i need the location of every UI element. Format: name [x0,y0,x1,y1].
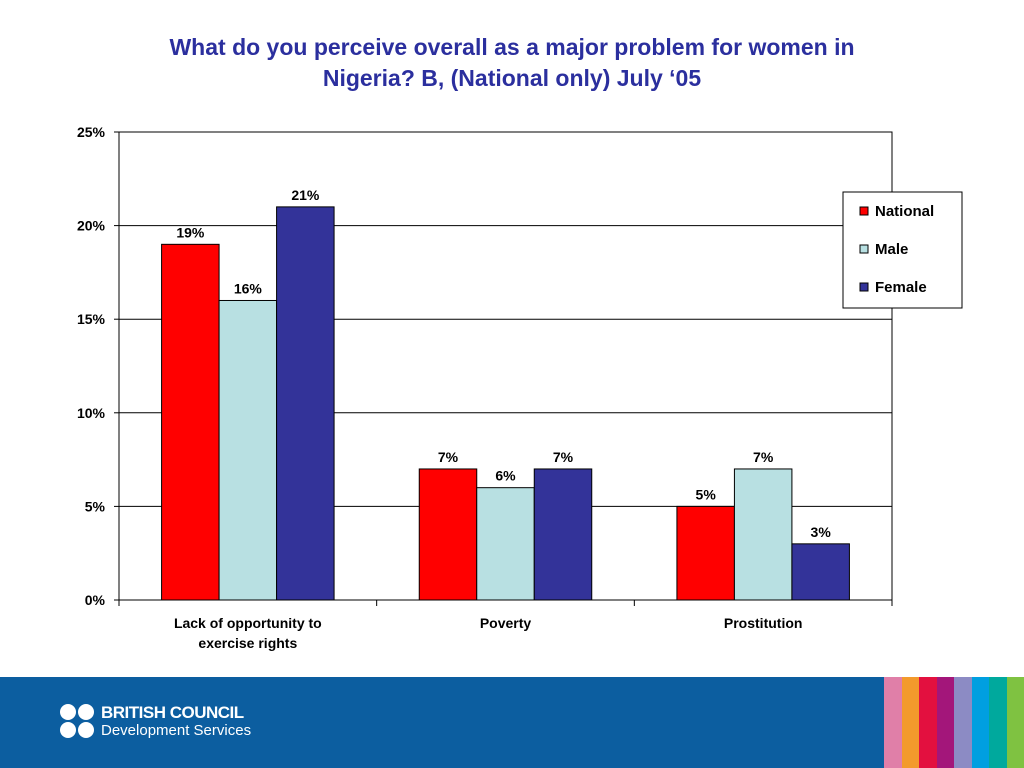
color-stripe [971,677,989,768]
data-label: 21% [291,187,320,203]
bar [476,487,535,601]
bar-chart: 0% 5% 10% 15% 20% 25% 19% 16% 21% Lack of opportu… [77,124,963,651]
data-label: 7% [553,449,574,465]
data-label: 5% [696,486,717,502]
data-label: 3% [811,524,832,540]
data-label: 16% [234,280,263,296]
x-tick-label: Poverty [480,615,532,631]
data-label: 7% [753,449,774,465]
slide-title: What do you perceive overall as a major … [60,32,964,94]
legend-label: Female [875,279,927,296]
color-stripe [884,677,902,768]
y-tick-label: 0% [85,592,106,608]
bar [791,543,850,601]
bar [218,299,278,601]
british-council-logo-icon [60,704,96,740]
data-label: 19% [176,224,205,240]
x-tick-label: Lack of opportunity to [174,615,322,631]
legend-label: National [875,203,934,220]
y-tick-label: 10% [77,405,106,421]
org-subtitle: Development Services [101,722,252,739]
bar [161,243,220,601]
legend-swatch [859,206,869,216]
color-stripe [989,677,1007,768]
color-stripe [919,677,937,768]
y-tick-label: 5% [85,498,106,514]
data-label: 6% [495,468,516,484]
y-tick-label: 20% [77,218,106,234]
color-stripe [954,677,972,768]
color-stripe [1006,677,1024,768]
color-stripe [901,677,919,768]
legend-swatch [859,244,869,254]
bar [276,206,335,601]
bar [418,468,478,601]
bar [533,468,593,601]
title-line-2: Nigeria? B, (National only) July ‘05 [322,65,702,91]
y-tick-label: 25% [77,124,106,140]
legend-label: Male [875,241,908,258]
color-stripe [936,677,954,768]
footer-bar [0,677,1024,768]
x-tick-label: exercise rights [198,635,297,651]
y-tick-label: 15% [77,311,106,327]
org-name: BRITISH COUNCIL [101,703,244,722]
color-stripes [884,677,1024,768]
data-label: 7% [438,449,459,465]
bar [733,468,793,601]
x-tick-label: Prostitution [724,615,803,631]
title-line-1: What do you perceive overall as a major … [169,34,855,60]
bar [676,505,735,601]
legend-swatch [859,282,869,292]
